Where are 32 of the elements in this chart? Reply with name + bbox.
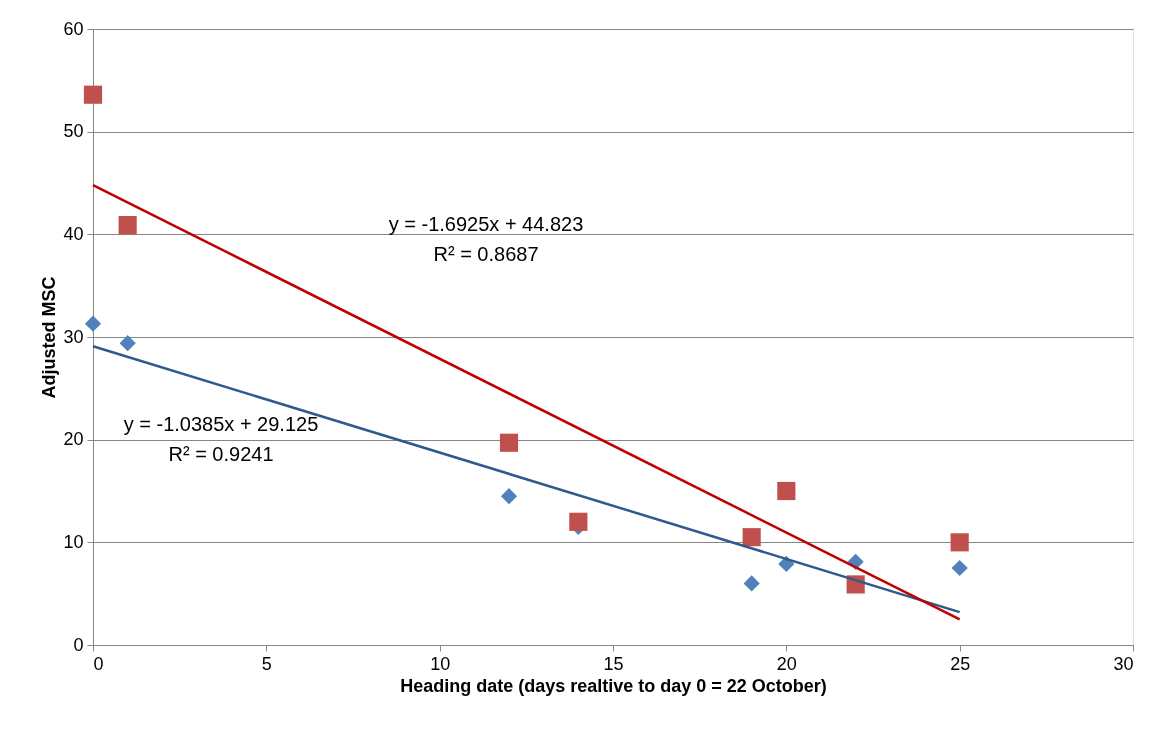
x-axis-title: Heading date (days realtive to day 0 = 22 October) — [400, 675, 827, 696]
y-tick-label: 0 — [73, 634, 84, 655]
point — [83, 85, 103, 104]
point — [119, 335, 136, 352]
x-tick-label: 25 — [950, 653, 971, 674]
point — [743, 575, 760, 592]
annotation: y = -1.0385x + 29.125 — [123, 413, 319, 435]
point — [950, 533, 969, 552]
y-tick-label: 60 — [63, 18, 84, 39]
point — [742, 528, 761, 547]
point — [118, 216, 137, 235]
x-tick-label: 0 — [93, 653, 104, 674]
y-tick-label: 10 — [63, 531, 84, 552]
x-tick-label: 10 — [430, 653, 451, 674]
x-tick-label: 5 — [261, 653, 272, 674]
y-tick-label: 30 — [63, 326, 84, 347]
annotation: R² = 0.8687 — [433, 243, 539, 265]
annotation: R² = 0.9241 — [168, 443, 274, 465]
point — [499, 433, 519, 452]
y-axis-title: Adjusted MSC — [39, 276, 60, 399]
annotation: y = -1.6925x + 44.823 — [388, 213, 584, 235]
point — [951, 559, 968, 577]
point — [84, 315, 102, 332]
point — [569, 512, 588, 531]
y-tick-label: 20 — [63, 429, 84, 450]
point — [777, 481, 796, 501]
y-tick-label: 40 — [63, 223, 84, 244]
x-tick-label: 20 — [776, 653, 797, 674]
x-tick-label: 30 — [1113, 653, 1134, 674]
y-tick-label: 50 — [63, 121, 84, 142]
x-tick-label: 15 — [603, 653, 624, 674]
point — [500, 488, 518, 505]
